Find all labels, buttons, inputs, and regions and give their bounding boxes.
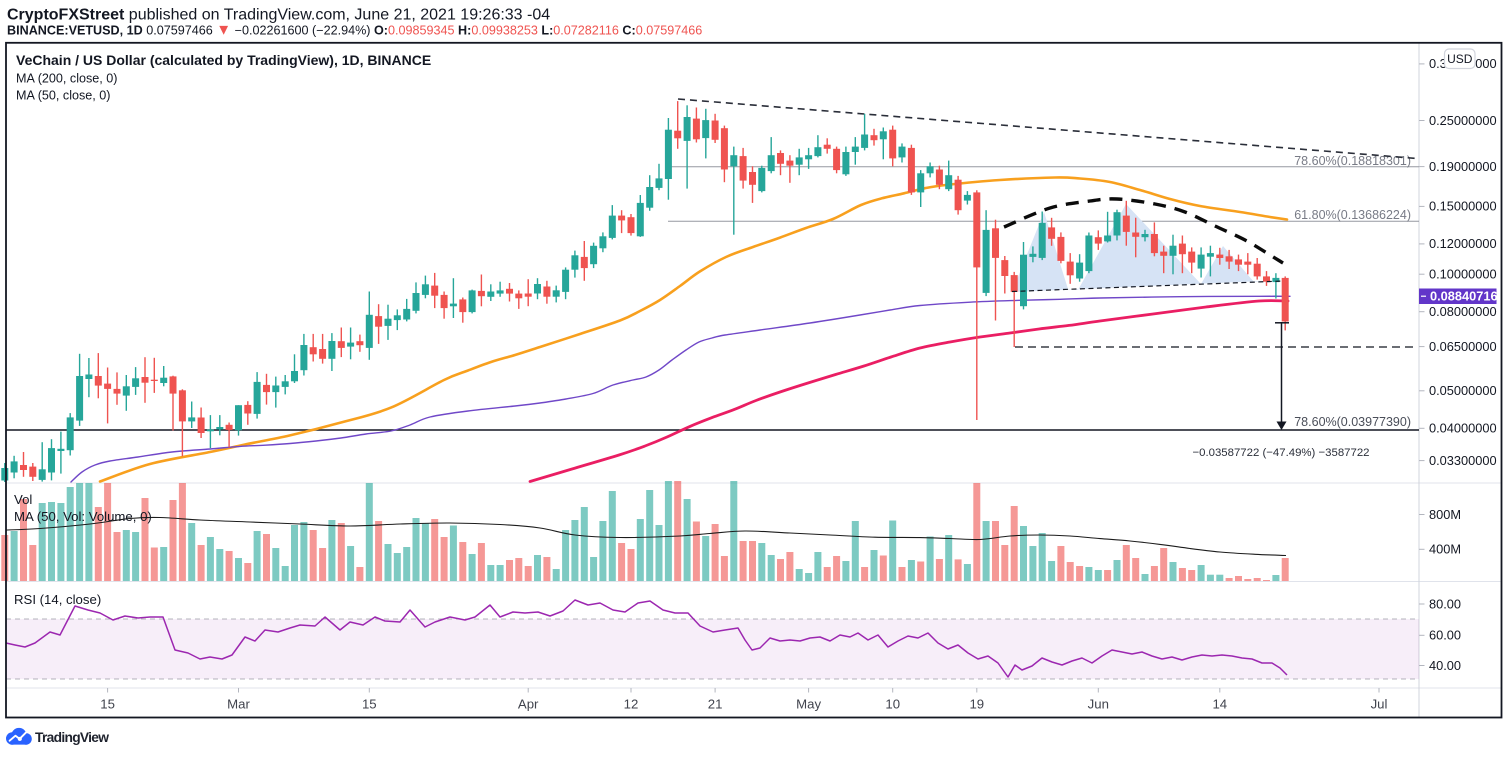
svg-text:May: May	[796, 697, 821, 712]
svg-text:0.25000000: 0.25000000	[1429, 113, 1497, 128]
svg-text:TradingView: TradingView	[35, 730, 109, 745]
svg-text:0.06500000: 0.06500000	[1429, 339, 1497, 354]
svg-text:60.00: 60.00	[1429, 628, 1461, 643]
svg-text:Jun: Jun	[1088, 697, 1109, 712]
svg-text:CryptoFXStreet published on Tr: CryptoFXStreet published on TradingView.…	[7, 7, 550, 24]
svg-text:0.08840716: 0.08840716	[1430, 289, 1498, 304]
svg-text:USD: USD	[1447, 52, 1473, 66]
svg-text:78.60%(0.03977390): 78.60%(0.03977390)	[1294, 415, 1411, 429]
svg-text:12: 12	[624, 697, 639, 712]
svg-text:21: 21	[708, 697, 723, 712]
svg-text:10: 10	[885, 697, 900, 712]
svg-text:78.60%(0.18818301): 78.60%(0.18818301)	[1294, 154, 1411, 168]
svg-text:61.80%(0.13686224): 61.80%(0.13686224)	[1294, 208, 1411, 222]
svg-text:0.04000000: 0.04000000	[1429, 421, 1497, 436]
svg-text:MA (200, close, 0): MA (200, close, 0)	[16, 72, 118, 86]
svg-text:0.03300000: 0.03300000	[1429, 453, 1497, 468]
svg-text:15: 15	[362, 697, 377, 712]
svg-text:VeChain / US Dollar (calculate: VeChain / US Dollar (calculated by Tradi…	[16, 52, 431, 68]
svg-text:80.00: 80.00	[1429, 596, 1461, 611]
svg-text:400M: 400M	[1429, 542, 1461, 557]
svg-text:RSI (14, close): RSI (14, close)	[14, 592, 101, 607]
svg-text:0.12000000: 0.12000000	[1429, 236, 1497, 251]
svg-text:BINANCE:VETUSD, 1D 0.07597466: BINANCE:VETUSD, 1D 0.07597466 ▼ −0.02261…	[7, 22, 702, 39]
svg-text:MA (50, Vol: Volume, 0): MA (50, Vol: Volume, 0)	[14, 509, 152, 524]
svg-text:Apr: Apr	[518, 697, 539, 712]
svg-text:0.19000000: 0.19000000	[1429, 159, 1497, 174]
svg-text:Jul: Jul	[1371, 697, 1388, 712]
svg-text:40.00: 40.00	[1429, 658, 1461, 673]
svg-text:19: 19	[969, 697, 984, 712]
svg-text:0.05000000: 0.05000000	[1429, 383, 1497, 398]
svg-text:14: 14	[1212, 697, 1227, 712]
svg-text:Mar: Mar	[227, 697, 250, 712]
svg-text:15: 15	[100, 697, 115, 712]
svg-text:0.15000000: 0.15000000	[1429, 199, 1497, 214]
svg-text:−0.03587722 (−47.49%) −3587722: −0.03587722 (−47.49%) −3587722	[1192, 447, 1369, 459]
svg-text:0.10000000: 0.10000000	[1429, 267, 1497, 282]
svg-text:800M: 800M	[1429, 507, 1461, 522]
svg-text:Vol: Vol	[14, 492, 32, 507]
svg-text:MA (50, close, 0): MA (50, close, 0)	[16, 89, 111, 103]
svg-text:0.08000000: 0.08000000	[1429, 304, 1497, 319]
